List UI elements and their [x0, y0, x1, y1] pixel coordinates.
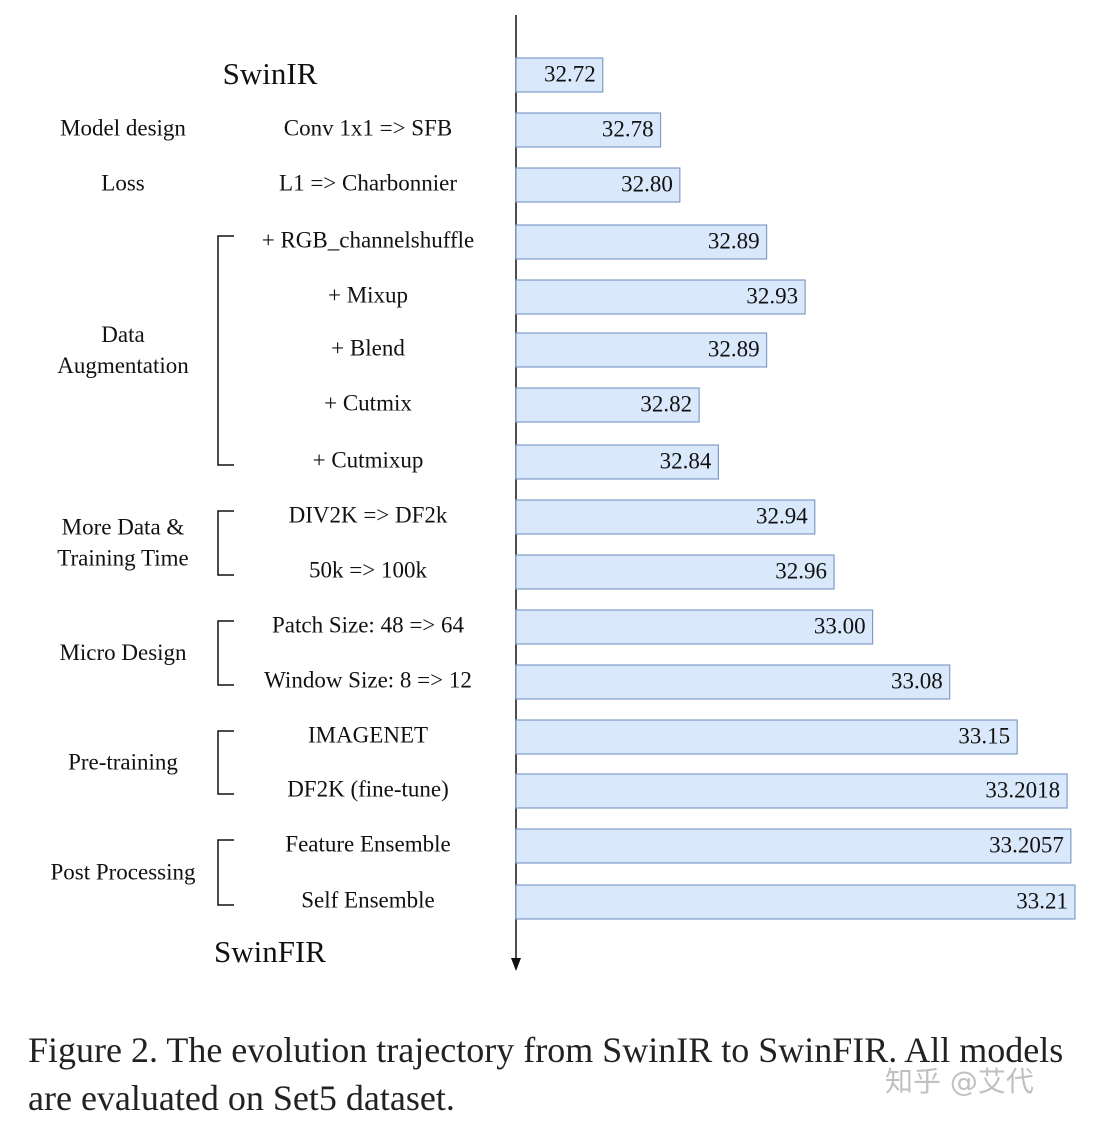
group-label: Model design	[60, 115, 186, 140]
bar	[515, 387, 700, 423]
value-label: 33.2018	[985, 777, 1060, 802]
value-label: 32.89	[708, 336, 760, 361]
value-label: 32.93	[746, 283, 798, 308]
group-label: Loss	[101, 170, 145, 195]
group-bracket	[217, 235, 234, 466]
value-label: 32.89	[708, 228, 760, 253]
bar	[515, 224, 768, 260]
bar	[515, 773, 1068, 809]
bar	[515, 112, 662, 148]
group-bracket	[217, 620, 234, 686]
value-label: 32.80	[621, 171, 673, 196]
value-label: 32.78	[602, 116, 654, 141]
bar	[515, 499, 816, 535]
axis-arrow	[511, 958, 521, 971]
bar	[515, 279, 806, 315]
step-label: Self Ensemble	[301, 887, 435, 912]
bar	[515, 828, 1072, 864]
step-label: 50k => 100k	[309, 557, 427, 582]
step-label: Window Size: 8 => 12	[264, 667, 472, 692]
group-label: More Data &	[62, 514, 185, 539]
bar	[515, 884, 1076, 920]
group-label: Pre-training	[68, 749, 178, 774]
step-label: IMAGENET	[308, 722, 428, 747]
bar	[515, 664, 951, 700]
value-label: 32.84	[660, 448, 712, 473]
group-label: Data	[101, 322, 144, 347]
group-label: Micro Design	[59, 640, 187, 665]
group-bracket	[217, 510, 234, 576]
group-label: Training Time	[57, 545, 188, 570]
bar	[515, 332, 768, 368]
value-label: 32.96	[775, 558, 827, 583]
value-label: 33.15	[958, 723, 1010, 748]
value-label: 33.2057	[989, 832, 1064, 857]
group-bracket	[217, 839, 234, 906]
bar	[515, 719, 1018, 755]
bar	[515, 554, 835, 590]
step-label: DF2K (fine-tune)	[287, 776, 449, 801]
bar	[515, 609, 874, 645]
step-label: DIV2K => DF2k	[289, 502, 448, 527]
watermark: 知乎 @艾代	[885, 1065, 1034, 1098]
bar	[515, 57, 604, 93]
bar	[515, 167, 681, 203]
step-label: + Cutmixup	[313, 447, 424, 472]
step-label: + RGB_channelshuffle	[262, 227, 474, 252]
end-label: SwinFIR	[214, 934, 326, 969]
value-label: 33.08	[891, 668, 943, 693]
value-label: 33.21	[1016, 888, 1068, 913]
group-label: Augmentation	[57, 353, 189, 378]
step-label: + Blend	[331, 335, 405, 360]
step-label: Conv 1x1 => SFB	[284, 115, 452, 140]
value-label: 32.94	[756, 503, 808, 528]
group-bracket	[217, 730, 234, 795]
value-label: 33.00	[814, 613, 866, 638]
step-label: L1 => Charbonnier	[279, 170, 457, 195]
start-label: SwinIR	[223, 56, 318, 91]
step-label: + Mixup	[328, 282, 408, 307]
chart: SwinIR SwinFIR 32.72 Conv 1x1 => SFB 32.78…	[50, 15, 1076, 971]
step-label: Feature Ensemble	[285, 831, 450, 856]
step-label: Patch Size: 48 => 64	[272, 612, 465, 637]
caption: Figure 2. The evolution trajectory from …	[28, 1030, 1064, 1118]
value-label: 32.72	[544, 61, 596, 86]
step-label: + Cutmix	[324, 390, 412, 415]
group-label: Post Processing	[50, 859, 196, 884]
value-label: 32.82	[640, 391, 692, 416]
bar	[515, 444, 719, 480]
